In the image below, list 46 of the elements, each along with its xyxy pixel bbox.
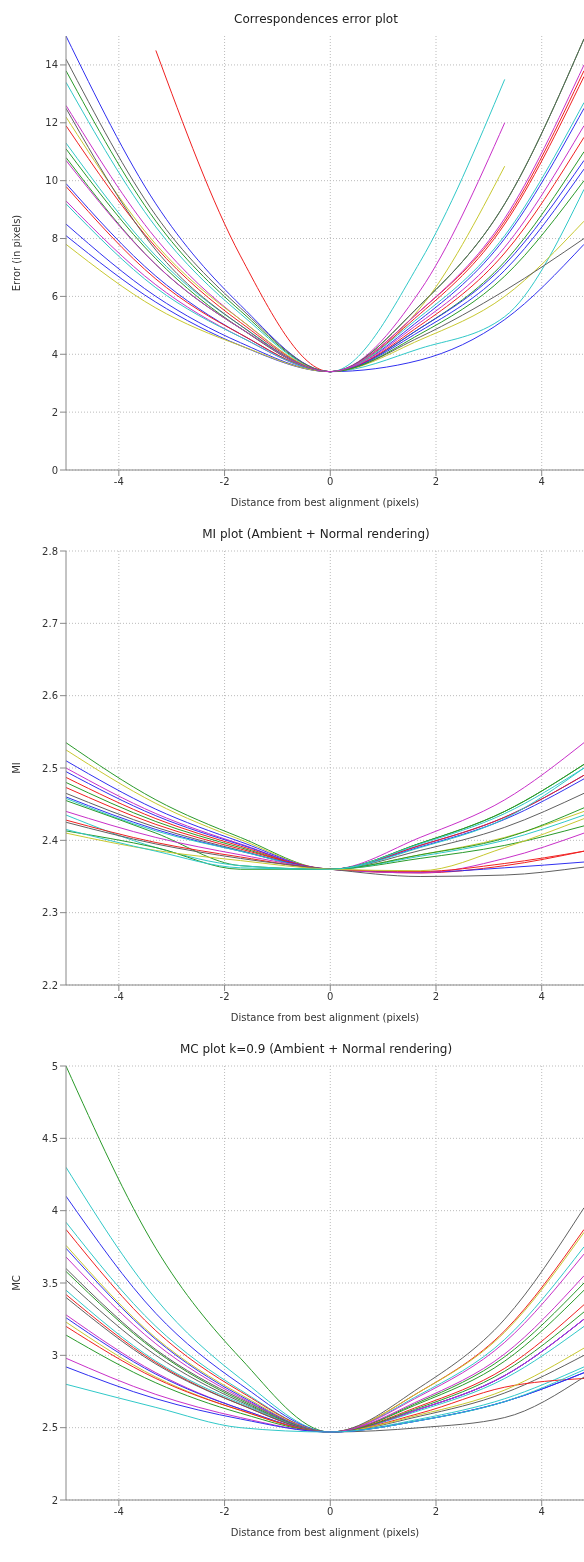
y-tick-label: 0 [51,464,58,476]
y-tick-label: 3.5 [42,1277,58,1289]
y-tick-label: 2.4 [42,834,58,846]
x-tick-label: 0 [327,1506,334,1518]
y-tick-label: 12 [45,117,58,129]
x-axis-title: Distance from best alignment (pixels) [230,1527,420,1538]
y-tick-label: 2.5 [42,762,58,774]
y-axis-title: Error (in pixels) [10,214,22,292]
x-tick-label: -4 [113,476,124,488]
y-tick-label: 8 [51,233,58,245]
y-tick-label: 3 [51,1349,58,1361]
y-tick-label: 4.5 [42,1132,58,1144]
y-axis-title: MC [10,1275,22,1291]
x-tick-label: 4 [538,1506,545,1518]
x-tick-label: 2 [432,991,440,1003]
y-tick-label: 2.2 [42,979,58,991]
chart-title: MI plot (Ambient + Normal rendering) [201,526,431,543]
y-tick-label: 4 [51,348,58,360]
y-axis-title: MI [10,762,22,774]
x-axis-title: Distance from best alignment (pixels) [230,497,420,508]
x-tick-label: 4 [538,991,545,1003]
y-tick-label: 6 [51,290,58,302]
y-tick-label: 14 [45,59,58,71]
x-tick-label: -2 [219,991,230,1003]
y-tick-label: 10 [45,175,58,187]
y-tick-label: 2.7 [42,617,58,629]
x-tick-label: 0 [327,476,334,488]
y-tick-label: 5 [51,1060,58,1072]
x-tick-label: 2 [432,1506,440,1518]
y-tick-label: 2.5 [42,1422,58,1434]
x-tick-label: 0 [327,991,334,1003]
y-tick-label: 2 [51,1494,58,1506]
chart-title: MC plot k=0.9 (Ambient + Normal rendering) [178,1041,454,1058]
chart-title: Correspondences error plot [233,11,399,28]
y-tick-label: 4 [51,1205,58,1217]
x-tick-label: -2 [219,476,230,488]
x-tick-label: -2 [219,1506,230,1518]
y-tick-label: 2 [51,406,58,418]
x-tick-label: -4 [113,991,124,1003]
x-tick-label: -4 [113,1506,124,1518]
x-tick-label: 4 [538,476,545,488]
y-tick-label: 2.6 [42,690,58,702]
x-tick-label: 2 [432,476,440,488]
y-tick-label: 2.8 [42,545,58,557]
x-axis-title: Distance from best alignment (pixels) [230,1012,420,1023]
y-tick-label: 2.3 [42,907,58,919]
